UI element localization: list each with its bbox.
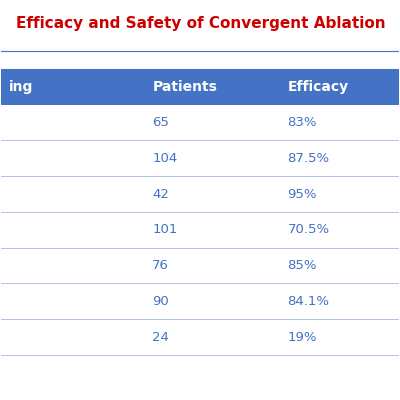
Text: 101: 101 bbox=[152, 223, 178, 236]
Text: 85%: 85% bbox=[287, 259, 317, 272]
Text: ing: ing bbox=[9, 80, 34, 94]
Text: 87.5%: 87.5% bbox=[287, 152, 330, 165]
Text: Efficacy and Safety of Convergent Ablation: Efficacy and Safety of Convergent Ablati… bbox=[16, 16, 386, 31]
Text: 76: 76 bbox=[152, 259, 169, 272]
Text: 24: 24 bbox=[152, 330, 169, 344]
Bar bbox=[1, 69, 399, 105]
Text: 95%: 95% bbox=[287, 188, 317, 200]
Text: 19%: 19% bbox=[287, 330, 317, 344]
Text: Efficacy: Efficacy bbox=[287, 80, 348, 94]
Text: 65: 65 bbox=[152, 116, 169, 129]
Text: Patients: Patients bbox=[152, 80, 217, 94]
Text: 42: 42 bbox=[152, 188, 169, 200]
Text: 104: 104 bbox=[152, 152, 178, 165]
Text: 83%: 83% bbox=[287, 116, 317, 129]
Text: 70.5%: 70.5% bbox=[287, 223, 330, 236]
Text: 90: 90 bbox=[152, 295, 169, 308]
Text: 84.1%: 84.1% bbox=[287, 295, 329, 308]
